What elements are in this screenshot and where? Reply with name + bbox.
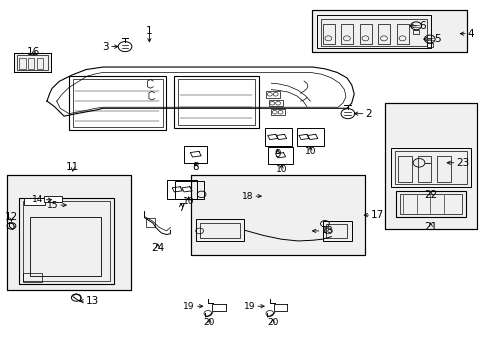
- Text: 6: 6: [418, 21, 425, 31]
- Text: 17: 17: [370, 210, 384, 220]
- Bar: [417, 156, 430, 182]
- Text: 14: 14: [32, 195, 43, 204]
- Text: 1: 1: [146, 26, 152, 36]
- Bar: [190, 175, 365, 255]
- Bar: [320, 19, 426, 45]
- Bar: [390, 148, 470, 187]
- Bar: [322, 221, 351, 241]
- Bar: [394, 151, 466, 184]
- Bar: [30, 217, 101, 276]
- Bar: [190, 175, 365, 255]
- Text: 4: 4: [467, 29, 473, 39]
- Text: 8: 8: [192, 162, 199, 172]
- Text: 10: 10: [275, 165, 287, 174]
- Bar: [377, 24, 389, 44]
- Bar: [28, 58, 34, 69]
- Bar: [73, 79, 162, 127]
- Bar: [14, 53, 51, 72]
- Bar: [183, 145, 206, 163]
- Text: 2: 2: [365, 109, 371, 119]
- Bar: [271, 109, 285, 116]
- Bar: [19, 58, 25, 69]
- Bar: [395, 191, 466, 217]
- Bar: [396, 24, 408, 44]
- Text: 20: 20: [266, 318, 278, 327]
- Bar: [436, 156, 450, 182]
- Text: 24: 24: [151, 243, 164, 253]
- Bar: [340, 24, 352, 44]
- Bar: [316, 15, 430, 48]
- Bar: [37, 58, 43, 69]
- Bar: [384, 103, 476, 229]
- Text: 12: 12: [5, 212, 18, 221]
- Bar: [311, 10, 466, 51]
- Bar: [384, 103, 476, 229]
- Bar: [173, 76, 259, 128]
- Text: 22: 22: [423, 190, 436, 200]
- Text: 20: 20: [203, 318, 215, 327]
- Text: 11: 11: [66, 162, 80, 172]
- Text: 21: 21: [423, 222, 436, 231]
- Bar: [17, 55, 47, 70]
- Bar: [145, 219, 155, 227]
- Bar: [199, 223, 239, 238]
- Text: 19: 19: [243, 302, 255, 311]
- Bar: [426, 44, 432, 47]
- Bar: [43, 196, 62, 202]
- Text: 18: 18: [321, 226, 332, 235]
- Bar: [19, 198, 114, 284]
- Bar: [69, 76, 166, 130]
- Bar: [359, 24, 371, 44]
- Text: 19: 19: [183, 302, 194, 311]
- Bar: [322, 24, 334, 44]
- Text: 10: 10: [304, 147, 315, 156]
- Bar: [24, 198, 44, 205]
- Bar: [167, 180, 196, 199]
- Bar: [6, 175, 131, 291]
- Bar: [22, 273, 42, 282]
- Bar: [195, 220, 244, 241]
- Bar: [399, 194, 461, 214]
- Bar: [14, 53, 51, 72]
- Bar: [6, 175, 131, 291]
- Bar: [264, 128, 291, 146]
- Bar: [266, 91, 280, 98]
- Bar: [326, 225, 346, 238]
- Text: 7: 7: [178, 203, 184, 213]
- Text: 23: 23: [456, 158, 469, 168]
- Text: 18: 18: [241, 192, 253, 201]
- Text: 13: 13: [86, 296, 99, 306]
- Text: 9: 9: [274, 149, 281, 159]
- Bar: [22, 201, 110, 282]
- Bar: [268, 100, 282, 107]
- Text: 16: 16: [27, 46, 41, 57]
- Bar: [412, 30, 419, 34]
- Bar: [267, 147, 293, 164]
- Text: 10: 10: [183, 197, 194, 206]
- Text: 3: 3: [102, 42, 109, 51]
- Text: 15: 15: [47, 201, 58, 210]
- Bar: [177, 79, 255, 125]
- Text: 5: 5: [433, 34, 439, 44]
- Bar: [397, 156, 411, 182]
- Bar: [311, 10, 466, 51]
- Bar: [297, 128, 324, 146]
- Bar: [175, 181, 203, 199]
